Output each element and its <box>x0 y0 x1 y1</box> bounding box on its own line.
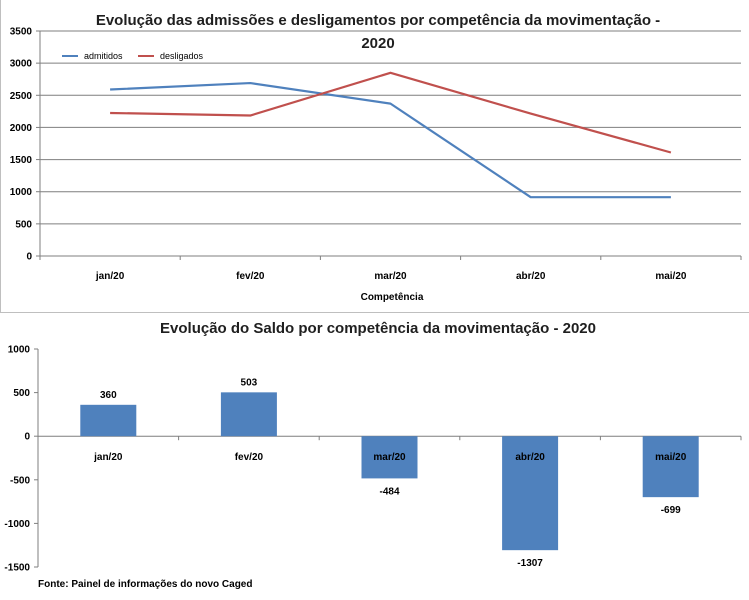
chart2-x-tick-label: mar/20 <box>373 452 406 463</box>
chart2-y-tick-label: 500 <box>13 388 30 399</box>
chart2-y-tick-label: 1000 <box>8 345 31 356</box>
bar-value-label: -484 <box>379 486 399 497</box>
bar-abr/20 <box>502 436 559 551</box>
chart1-x-tick-label: mar/20 <box>374 271 407 282</box>
chart1-legend: admitidos desligados <box>62 51 204 61</box>
chart1-x-tick-label: jan/20 <box>95 271 125 282</box>
chart2-x-tick-label: jan/20 <box>93 452 123 463</box>
saldo-bar-chart: Evolução do Saldo por competência da mov… <box>4 320 742 574</box>
legend-desligados-label: desligados <box>160 51 204 61</box>
chart2-x-tick-label: fev/20 <box>235 452 264 463</box>
chart1-y-tick-label: 500 <box>15 219 32 230</box>
bar-jan/20 <box>80 404 137 437</box>
chart1-y-tick-label: 3000 <box>10 59 33 70</box>
chart1-y-tick-label: 1000 <box>10 187 33 198</box>
bar-value-label: 360 <box>100 390 117 401</box>
chart1-y-tick-label: 0 <box>26 252 32 263</box>
bar-value-label: -699 <box>661 505 681 516</box>
chart1-x-tick-label: abr/20 <box>516 271 546 282</box>
source-note: Fonte: Painel de informações do novo Cag… <box>38 579 253 590</box>
bar-mar/20 <box>361 436 418 479</box>
series-line-desligados <box>110 71 672 154</box>
chart2-x-tick-label: mai/20 <box>655 452 687 463</box>
chart1-title-line2: 2020 <box>361 35 394 52</box>
chart1-x-tick-label: mai/20 <box>655 271 687 282</box>
bar-fev/20 <box>220 392 277 437</box>
admissions-dismissals-line-chart: Evolução das admissões e desligamentos p… <box>0 0 749 313</box>
bar-value-label: -1307 <box>517 558 543 569</box>
bar-value-label: 503 <box>241 377 258 388</box>
chart1-x-tick-label: fev/20 <box>236 271 265 282</box>
chart2-y-tick-label: -1500 <box>4 563 30 574</box>
legend-admitidos-label: admitidos <box>84 51 123 61</box>
chart1-y-tick-label: 2500 <box>10 91 33 102</box>
chart1-x-axis-title: Competência <box>361 292 424 303</box>
chart1-y-tick-label: 2000 <box>10 123 33 134</box>
chart2-title: Evolução do Saldo por competência da mov… <box>160 320 596 337</box>
bar-mai/20 <box>642 436 699 498</box>
chart2-x-tick-label: abr/20 <box>515 452 545 463</box>
chart1-y-tick-label: 1500 <box>10 155 33 166</box>
chart1-y-tick-label: 3500 <box>10 27 33 38</box>
chart2-y-tick-label: -500 <box>10 475 30 486</box>
series-line-admitidos <box>110 81 671 199</box>
chart2-y-tick-label: -1000 <box>4 519 30 530</box>
chart2-y-tick-label: 0 <box>24 432 30 443</box>
chart1-title-line1: Evolução das admissões e desligamentos p… <box>96 12 660 29</box>
